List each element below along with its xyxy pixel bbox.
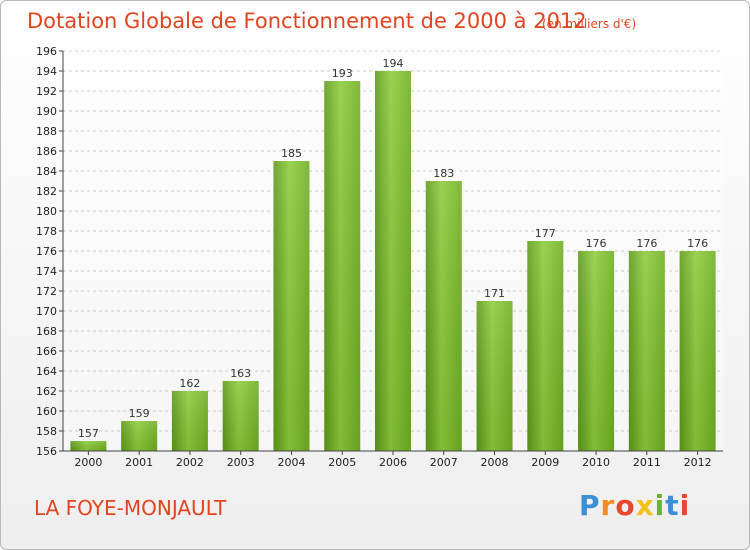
y-tick-label: 184 <box>36 165 57 178</box>
chart-title: Dotation Globale de Fonctionnement de 20… <box>27 9 587 33</box>
data-label: 157 <box>78 427 99 440</box>
bar-shade <box>273 161 310 451</box>
bar-shade <box>222 381 259 451</box>
y-tick-label: 186 <box>36 145 57 158</box>
proxiti-logo: Proxiti <box>579 489 690 522</box>
x-tick-label: 2003 <box>227 456 255 469</box>
y-tick-label: 178 <box>36 225 57 238</box>
logo-letter: i <box>679 489 691 522</box>
x-tick-label: 2008 <box>481 456 509 469</box>
bar-shade <box>476 301 513 451</box>
x-tick-label: 2004 <box>277 456 305 469</box>
logo-letter: t <box>665 489 680 522</box>
bar-shade <box>578 251 615 451</box>
bar-shade <box>679 251 716 451</box>
y-tick-label: 158 <box>36 425 57 438</box>
y-tick-label: 192 <box>36 85 57 98</box>
logo-letter: i <box>654 489 666 522</box>
data-label: 176 <box>687 237 708 250</box>
data-label: 163 <box>230 367 251 380</box>
logo-letter: x <box>635 489 655 522</box>
x-tick-label: 2012 <box>684 456 712 469</box>
y-tick-label: 196 <box>36 45 57 58</box>
bar-shade <box>527 241 564 451</box>
y-tick-label: 160 <box>36 405 57 418</box>
bar-shade <box>375 71 411 451</box>
data-label: 171 <box>484 287 505 300</box>
x-tick-label: 2011 <box>633 456 661 469</box>
y-tick-label: 166 <box>36 345 57 358</box>
y-tick-label: 172 <box>36 285 57 298</box>
x-tick-label: 2009 <box>531 456 559 469</box>
x-tick-label: 2001 <box>125 456 153 469</box>
x-tick-label: 2006 <box>379 456 407 469</box>
bar-shade <box>324 81 361 451</box>
y-tick-label: 170 <box>36 305 57 318</box>
y-tick-label: 182 <box>36 185 57 198</box>
bar-shade <box>425 181 462 451</box>
bar-shade <box>121 421 158 451</box>
x-tick-label: 2005 <box>328 456 356 469</box>
bar-shade <box>171 391 208 451</box>
y-tick-label: 176 <box>36 245 57 258</box>
data-label: 185 <box>281 147 302 160</box>
bar-shade <box>628 251 665 451</box>
y-tick-label: 168 <box>36 325 57 338</box>
x-tick-label: 2007 <box>430 456 458 469</box>
data-label: 177 <box>535 227 556 240</box>
y-tick-label: 188 <box>36 125 57 138</box>
data-label: 176 <box>586 237 607 250</box>
bars: 157 159 162 163 185 193 194 183 171 177 176 176 176 <box>70 57 716 451</box>
bar-shade <box>70 441 107 451</box>
data-label: 193 <box>332 67 353 80</box>
commune-name: LA FOYE-MONJAULT <box>34 496 227 520</box>
data-label: 159 <box>129 407 150 420</box>
x-tick-label: 2002 <box>176 456 204 469</box>
data-label: 194 <box>383 57 404 70</box>
logo-letter: P <box>579 489 601 522</box>
data-label: 162 <box>179 377 200 390</box>
chart-unit-label: (en milliers d'€) <box>542 17 637 31</box>
x-tick-label: 2010 <box>582 456 610 469</box>
y-tick-label: 162 <box>36 385 57 398</box>
data-label: 183 <box>433 167 454 180</box>
y-tick-label: 180 <box>36 205 57 218</box>
data-label: 176 <box>636 237 657 250</box>
x-tick-label: 2000 <box>74 456 102 469</box>
y-tick-label: 174 <box>36 265 57 278</box>
y-tick-label: 164 <box>36 365 57 378</box>
logo-letter: o <box>615 489 636 522</box>
y-tick-label: 190 <box>36 105 57 118</box>
y-tick-label: 194 <box>36 65 57 78</box>
y-tick-label: 156 <box>36 445 57 458</box>
logo-letter: r <box>600 489 616 522</box>
axes: 156 158 160 162 164 166 168 170 172 174 176 178 180 1… <box>36 45 723 469</box>
